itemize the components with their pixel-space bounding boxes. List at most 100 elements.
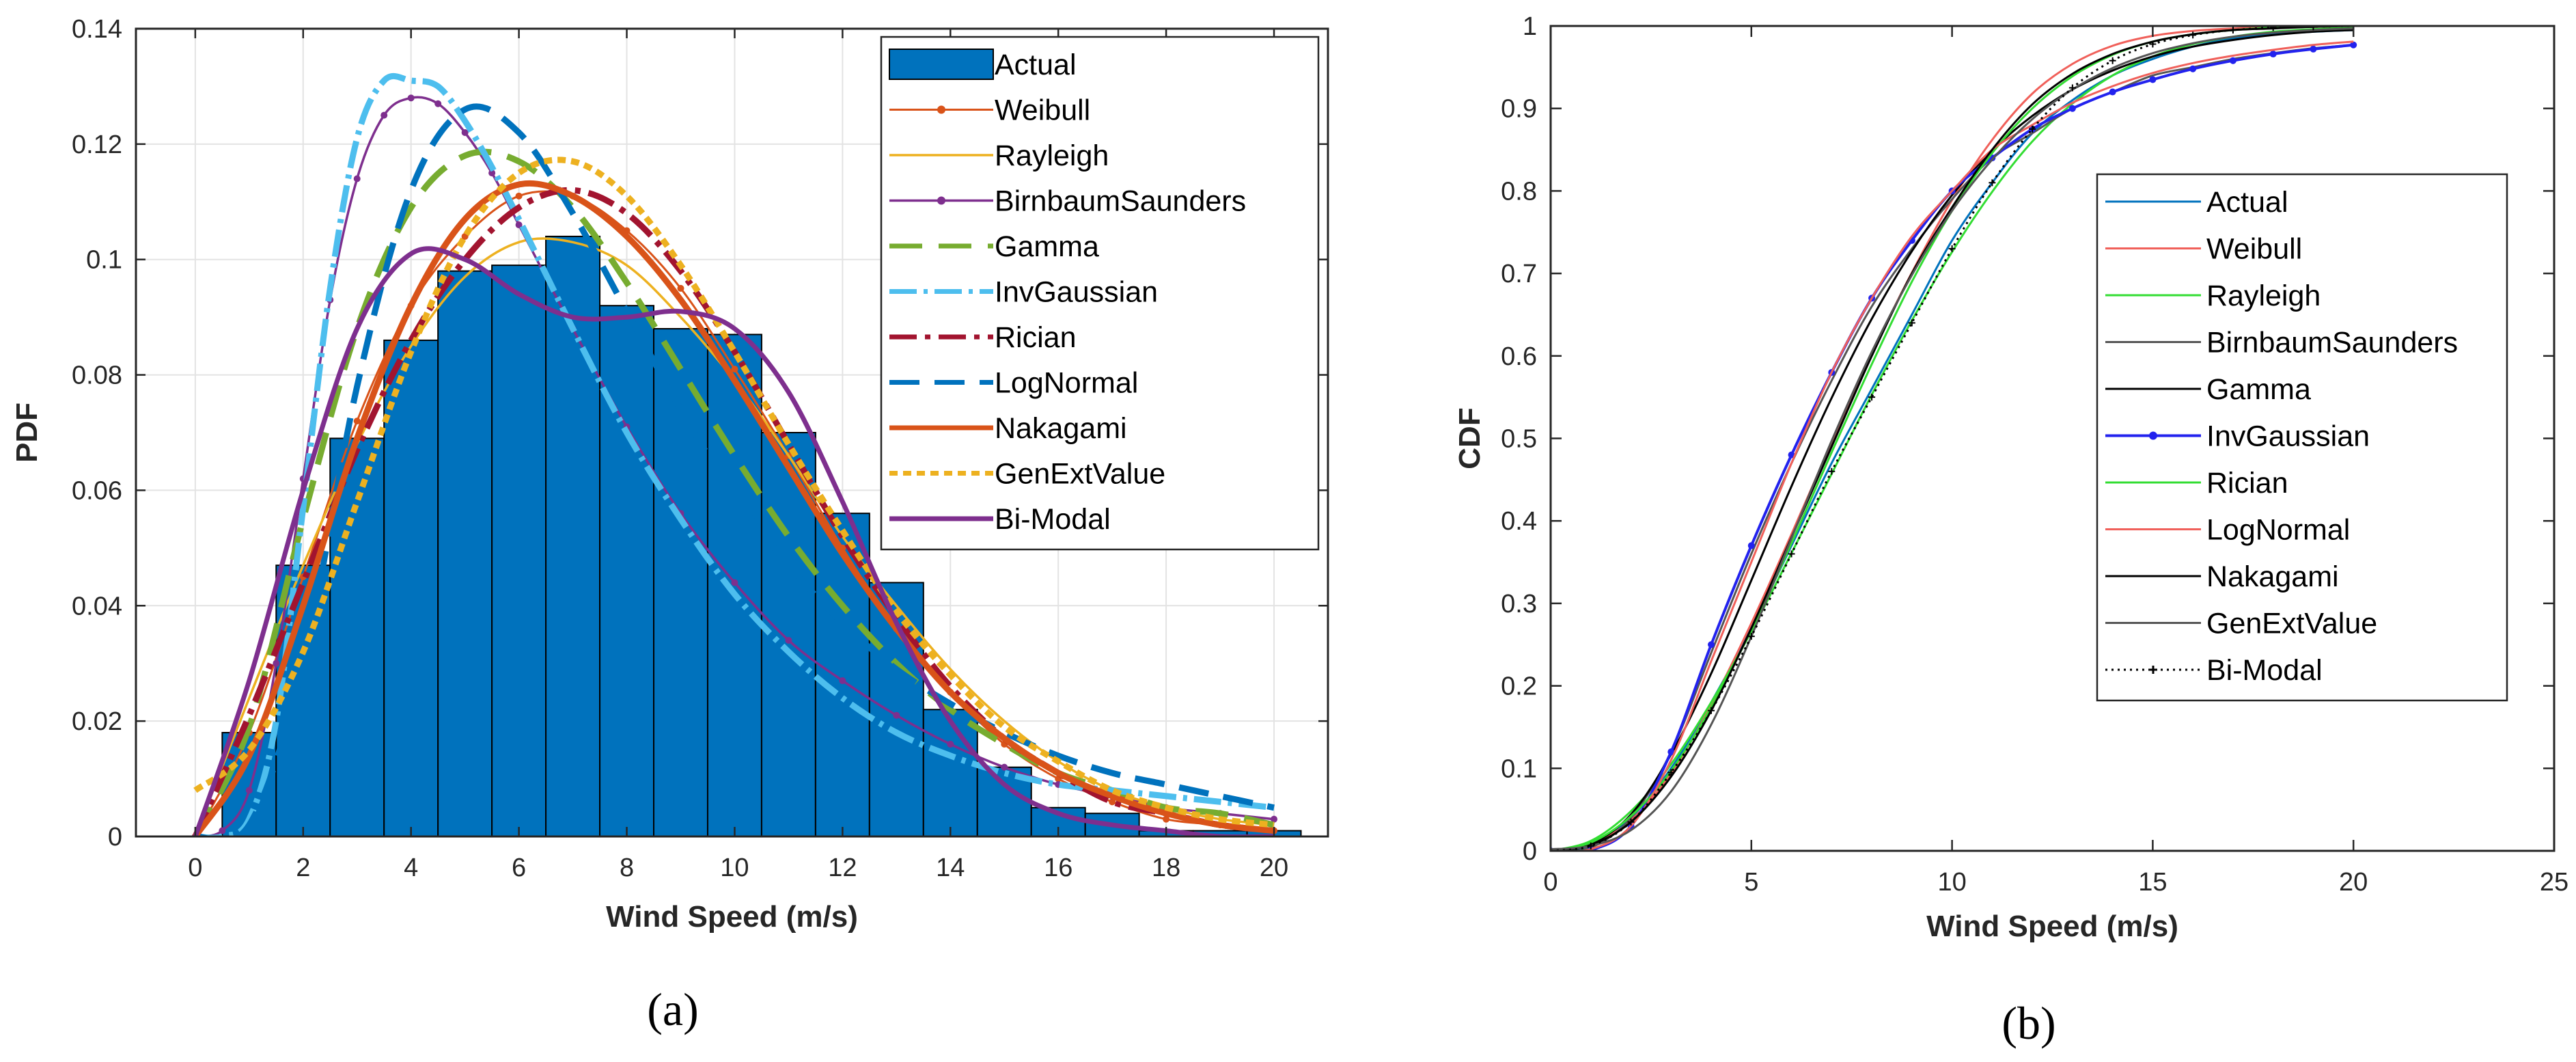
legend-box	[2096, 173, 2508, 702]
histogram-bar	[922, 709, 978, 838]
data-point	[461, 128, 469, 136]
y-tick-label: 0	[108, 823, 122, 852]
data-point	[1948, 245, 1956, 252]
legend-label: Bi-Modal	[995, 503, 1111, 536]
legend-label: BirnbaumSaunders	[2206, 327, 2458, 359]
data-point	[353, 175, 361, 182]
legend-label: Weibull	[2206, 233, 2302, 266]
y-tick-label: 0.4	[1501, 507, 1537, 536]
legend: Actual Weibull Rayleigh BirnbaumSaunders Gam…	[880, 36, 1320, 551]
data-point	[273, 659, 280, 667]
x-tick-label: 5	[1744, 868, 1758, 897]
legend-label: GenExtValue	[2206, 608, 2377, 640]
data-point	[1163, 815, 1170, 823]
data-point	[785, 636, 792, 644]
x-tick-label: 10	[720, 854, 749, 882]
x-tick-label: 6	[512, 854, 526, 882]
data-point	[2189, 31, 2197, 39]
data-point	[731, 579, 738, 586]
series-line-nakagami	[193, 180, 1275, 836]
series-line-lognormal	[194, 103, 1275, 836]
x-tick-label: 15	[2138, 868, 2167, 897]
data-point	[1271, 815, 1278, 823]
x-tick-label: 8	[620, 854, 634, 882]
data-point	[1109, 798, 1116, 806]
data-point	[1587, 842, 1594, 849]
data-point	[2310, 45, 2317, 53]
legend-label: Gamma	[995, 230, 1099, 263]
data-point	[731, 366, 738, 373]
data-point	[2229, 27, 2236, 34]
histogram-bar	[599, 305, 655, 837]
y-tick-label: 0.9	[1501, 95, 1537, 124]
data-point	[2269, 26, 2277, 31]
legend-label: LogNormal	[995, 367, 1138, 400]
y-tick-label: 0.06	[72, 476, 122, 505]
series-line-genextvalue	[1551, 27, 2354, 851]
histogram-bar	[329, 437, 385, 837]
data-point	[2109, 88, 2116, 96]
data-point	[1788, 550, 1795, 558]
data-point	[1708, 707, 1715, 714]
legend-label: Nakagami	[2206, 560, 2339, 593]
data-point	[2229, 57, 2236, 64]
y-tick-label: 0.8	[1501, 177, 1537, 206]
legend-marker	[2149, 666, 2157, 674]
y-tick-label: 1	[1523, 12, 1537, 41]
x-tick-label: 0	[188, 854, 202, 882]
x-tick-label: 4	[404, 854, 418, 882]
data-point	[2149, 76, 2157, 83]
legend-label: Rayleigh	[2206, 280, 2321, 312]
data-point	[1747, 542, 1755, 549]
legend-swatch	[889, 49, 994, 80]
legend-label: Gamma	[2206, 373, 2311, 406]
legend-label: Rician	[995, 321, 1077, 354]
x-tick-label: 16	[1044, 854, 1072, 882]
data-point	[2068, 84, 2076, 92]
data-point	[2029, 125, 2036, 133]
data-point	[2350, 41, 2357, 49]
panel-label: (b)	[2002, 997, 2055, 1049]
legend-label: Nakagami	[995, 412, 1127, 445]
axes-box	[135, 27, 1329, 838]
data-point	[219, 827, 226, 834]
series-line-bi-modal	[193, 246, 1274, 836]
data-point	[407, 94, 415, 102]
legend-label: InvGaussian	[995, 276, 1158, 309]
data-point	[2189, 65, 2197, 72]
data-point	[677, 284, 684, 292]
legend-label: BirnbaumSaunders	[995, 185, 1246, 218]
y-tick-label: 0.6	[1501, 342, 1537, 371]
x-tick-label: 12	[828, 854, 857, 882]
data-point	[1667, 748, 1675, 756]
data-point	[245, 787, 253, 794]
data-point	[893, 711, 900, 719]
y-tick-label: 0.12	[72, 131, 122, 159]
histogram-bar	[545, 235, 601, 837]
data-point	[1828, 467, 1836, 475]
data-point	[1868, 394, 1876, 401]
y-tick-label: 0.02	[72, 707, 122, 736]
data-point	[1747, 633, 1755, 640]
y-tick-label: 0.1	[86, 246, 122, 275]
data-point	[2068, 105, 2076, 112]
y-tick-label: 0.2	[1501, 672, 1537, 701]
data-point	[2149, 40, 2157, 48]
x-tick-label: 20	[2339, 868, 2368, 897]
legend-marker	[937, 196, 945, 205]
y-axis-label: PDF	[10, 403, 44, 463]
histogram-bar	[437, 270, 493, 838]
x-tick-label: 25	[2540, 868, 2568, 897]
legend-label: Bi-Modal	[2206, 654, 2323, 687]
data-point	[515, 221, 523, 229]
chart-a: 0 2 4 6 8 10 12 14 16 18 20 0 0.02 0.04 0.06 0.08 0.1 0.1…	[10, 15, 1329, 1035]
histogram-bar	[383, 339, 439, 837]
x-tick-label: 20	[1260, 854, 1288, 882]
data-point	[353, 418, 361, 425]
data-point	[1908, 319, 1915, 327]
series-group	[1551, 26, 2357, 851]
legend-label: LogNormal	[2206, 514, 2350, 547]
y-tick-label: 0.3	[1501, 590, 1537, 618]
data-point	[515, 192, 523, 200]
